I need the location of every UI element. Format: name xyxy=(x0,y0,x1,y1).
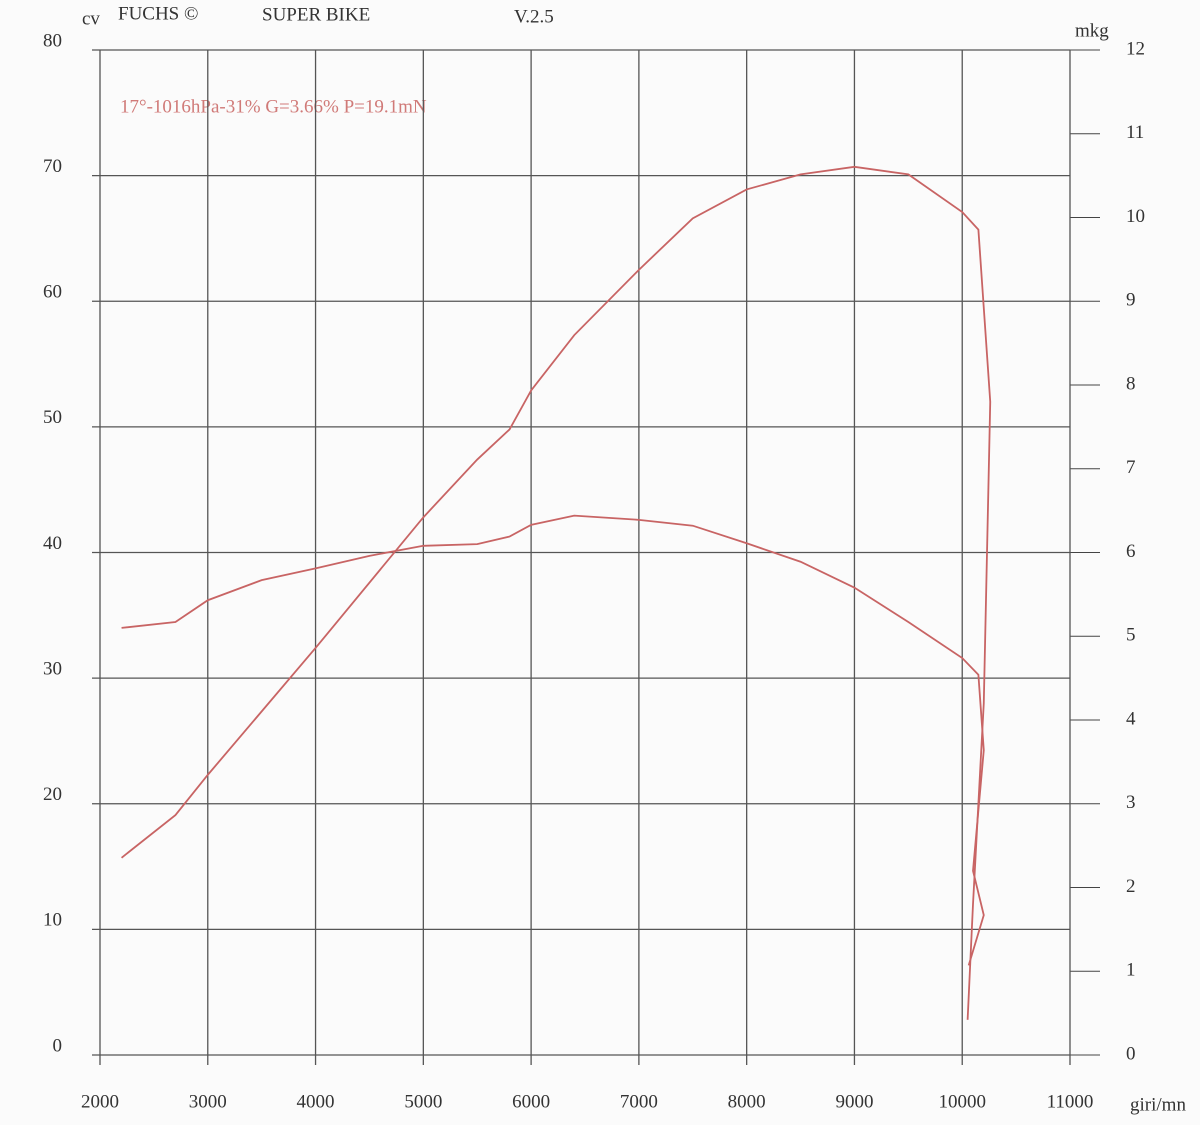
x-tick-label: 7000 xyxy=(620,1091,658,1112)
y-tick-label: 20 xyxy=(43,784,62,805)
annotation: 17°-1016hPa-31% G=3.66% P=19.1mN xyxy=(120,96,427,117)
y2-tick-label: 5 xyxy=(1126,625,1136,646)
y2-tick-label: 8 xyxy=(1126,373,1136,394)
y2-tick-label: 4 xyxy=(1126,708,1136,729)
x-tick-label: 4000 xyxy=(297,1091,335,1112)
y2-tick-label: 6 xyxy=(1126,541,1136,562)
x-tick-label: 5000 xyxy=(404,1091,442,1112)
y-tick-label: 40 xyxy=(43,533,62,554)
x-tick-label: 6000 xyxy=(512,1091,550,1112)
header-version: V.2.5 xyxy=(514,6,554,27)
y2-tick-label: 1 xyxy=(1126,960,1136,981)
y2-tick-label: 7 xyxy=(1126,457,1136,478)
x-tick-label: 2000 xyxy=(81,1091,119,1112)
x-tick-label: 9000 xyxy=(835,1091,873,1112)
y2-tick-label: 3 xyxy=(1126,792,1136,813)
y-tick-label: 80 xyxy=(43,30,62,51)
y2-axis-label: mkg xyxy=(1075,20,1109,41)
y-tick-label: 0 xyxy=(53,1035,63,1056)
header-title: SUPER BIKE xyxy=(262,4,370,25)
x-axis-label: giri/mn xyxy=(1130,1094,1186,1115)
y2-tick-label: 2 xyxy=(1126,876,1136,897)
y-tick-label: 50 xyxy=(43,407,62,428)
x-tick-label: 10000 xyxy=(938,1091,986,1112)
y2-tick-label: 10 xyxy=(1126,206,1145,227)
y2-tick-label: 0 xyxy=(1126,1043,1136,1064)
series-line xyxy=(121,514,985,966)
y-axis-label: cv xyxy=(82,8,100,29)
x-tick-label: 8000 xyxy=(728,1091,766,1112)
series-line xyxy=(120,165,992,1020)
header-brand: FUCHS © xyxy=(118,3,198,24)
y-tick-label: 30 xyxy=(43,658,62,679)
y2-tick-label: 12 xyxy=(1126,38,1145,59)
y-tick-label: 60 xyxy=(43,282,62,303)
x-tick-label: 11000 xyxy=(1047,1091,1094,1112)
y2-tick-label: 9 xyxy=(1126,290,1136,311)
y2-tick-label: 11 xyxy=(1126,122,1144,143)
y-tick-label: 70 xyxy=(43,156,62,177)
y-tick-label: 10 xyxy=(43,910,62,931)
x-tick-label: 3000 xyxy=(189,1091,227,1112)
